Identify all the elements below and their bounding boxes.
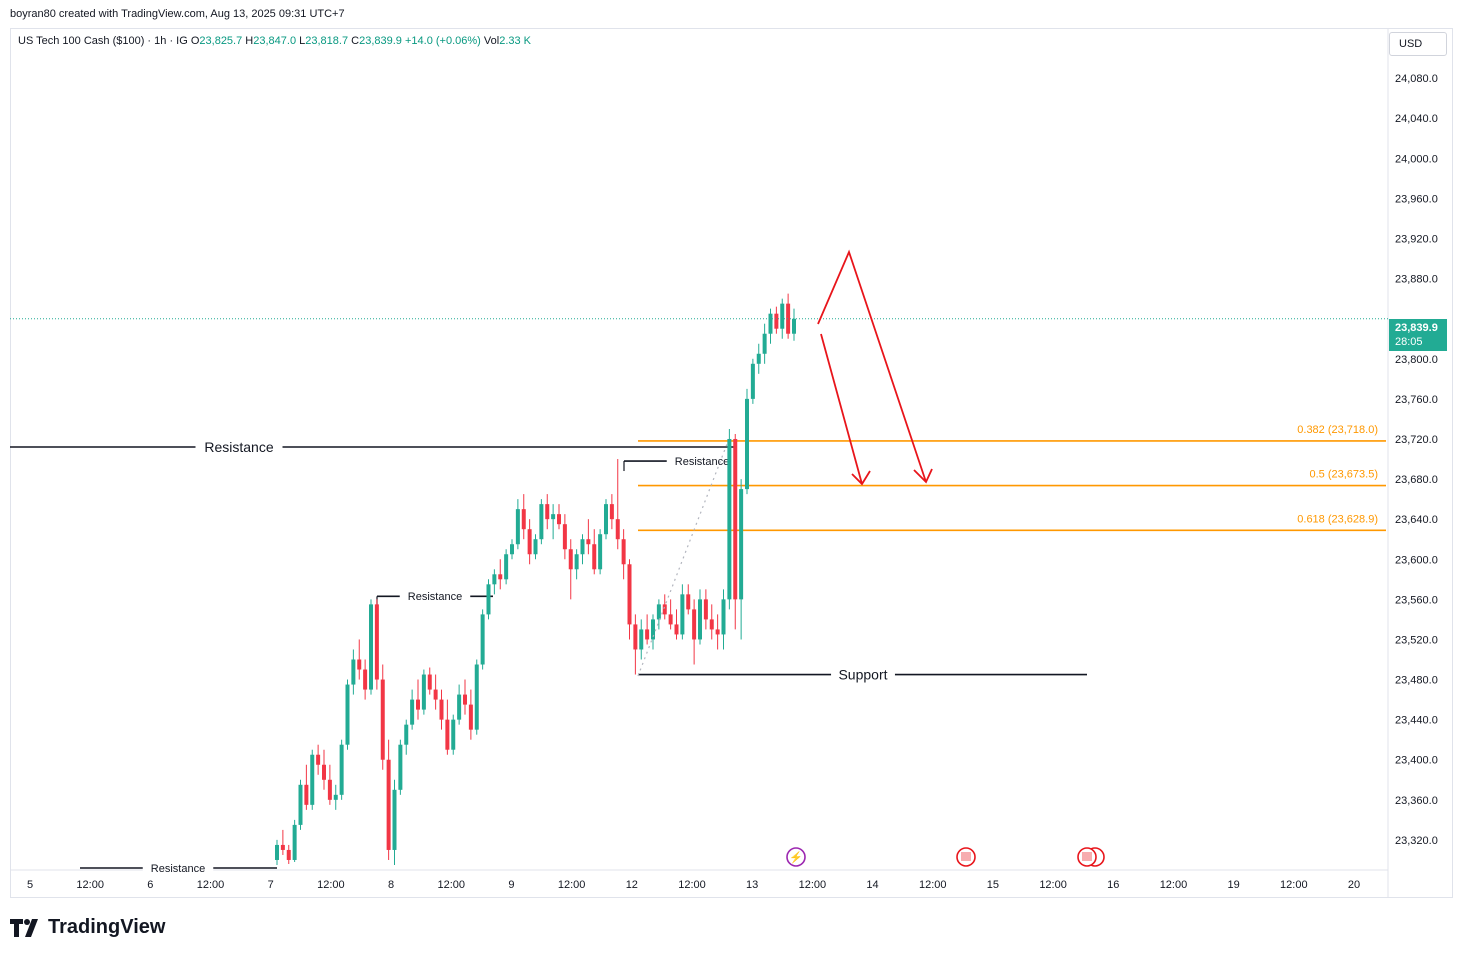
volume-label: Vol bbox=[483, 35, 500, 47]
high-value: 23,847.0 bbox=[253, 35, 297, 47]
last-price-value: 23,839.9 bbox=[1395, 322, 1438, 334]
created-by-line: boyran80 created with TradingView.com, A… bbox=[10, 8, 345, 20]
brand-name: TradingView bbox=[48, 916, 166, 938]
low-value: 23,818.7 bbox=[305, 35, 349, 47]
currency-selector[interactable]: USD bbox=[1389, 32, 1447, 56]
tradingview-logo[interactable]: TradingView bbox=[10, 916, 165, 939]
close-label: C bbox=[351, 35, 360, 47]
volume-value: 2.33 K bbox=[499, 35, 532, 47]
change-value: +14.0 (+0.06%) bbox=[405, 35, 481, 47]
open-value: 23,825.7 bbox=[199, 35, 243, 47]
open-label: O bbox=[190, 35, 200, 47]
symbol-label[interactable]: US Tech 100 Cash ($100) · 1h · IG bbox=[18, 35, 188, 47]
close-value: 23,839.9 bbox=[359, 35, 402, 47]
ohlc-legend: US Tech 100 Cash ($100) · 1h · IG O23,82… bbox=[18, 35, 531, 47]
tradingview-logo-icon bbox=[10, 918, 38, 937]
chart-frame bbox=[10, 28, 1453, 898]
low-label: L bbox=[299, 35, 306, 47]
last-price-tag: 23,839.9 28:05 bbox=[1389, 319, 1447, 351]
high-label: H bbox=[245, 35, 254, 47]
bar-countdown: 28:05 bbox=[1395, 336, 1423, 348]
